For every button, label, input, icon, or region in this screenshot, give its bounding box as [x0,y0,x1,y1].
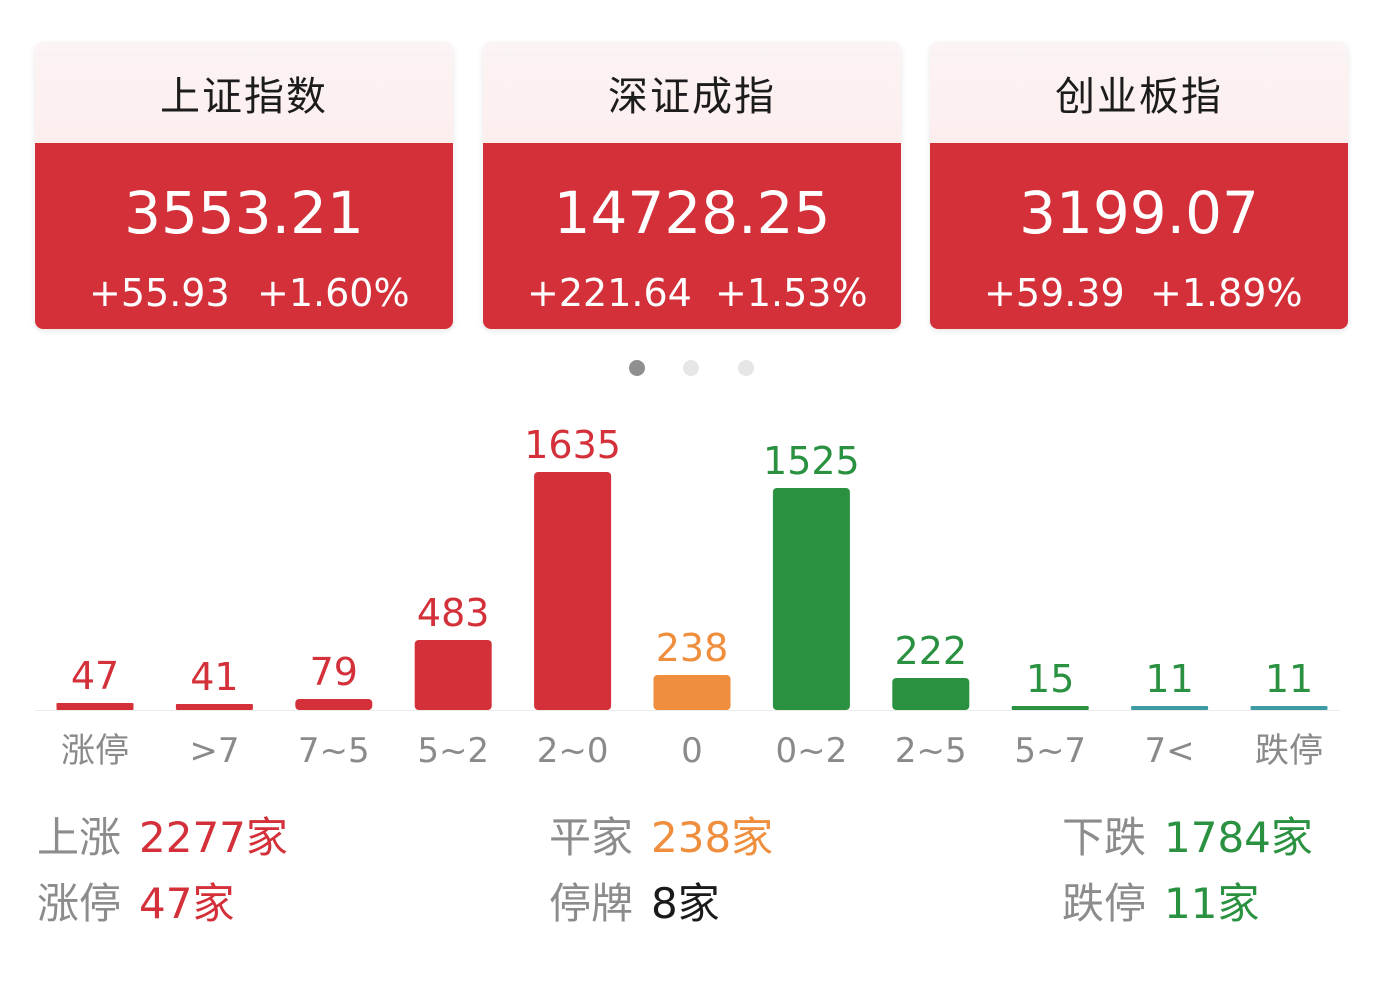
index-quote: 14728.25 +221.64 +1.53% [483,143,901,329]
bar-0 [56,703,134,710]
bar-5 [653,675,731,710]
bar-1 [175,704,253,710]
bar-9 [1131,706,1209,710]
stat-label: 上涨 [37,813,122,862]
market-breadth-stats: 上涨 2277家 涨停 47家 平家 238家 停牌 8家 下跌 1784家 跌停 11家 [0,800,1394,950]
stat-label: 平家 [549,813,634,862]
bar-value-label: 1525 [763,439,860,483]
category-label: >7 [189,731,239,771]
index-change: +59.39 [984,271,1125,315]
bar-value-label: 483 [417,591,490,635]
pager-dot-2[interactable] [683,360,699,376]
category-label: 涨停 [61,731,129,771]
category-label: 7~5 [298,731,370,771]
stat-suspended: 停牌 8家 [549,880,720,928]
index-quote: 3199.07 +59.39 +1.89% [930,143,1348,329]
bar-value-label: 222 [895,629,968,673]
category-label: 2~0 [537,731,609,771]
index-value: 3553.21 [124,179,364,247]
index-name: 深证成指 [483,42,901,143]
stat-label: 下跌 [1062,813,1147,862]
bar-10 [1250,706,1328,710]
index-change-pct: +1.53% [715,271,868,315]
change-distribution-chart: 47 涨停 41 >7 79 7~5 483 5~2 1635 2~0 238 0 1525 0~2 222… [35,423,1340,771]
stat-label: 跌停 [1062,879,1147,928]
stat-label: 停牌 [549,879,634,928]
category-label: 5~2 [417,731,489,771]
stat-fall: 下跌 1784家 [1062,814,1313,862]
bar-value-label: 1635 [524,423,621,467]
bar-7 [892,678,970,710]
bar-value-label: 11 [1145,657,1193,701]
index-change: +221.64 [527,271,692,315]
pager-dot-3[interactable] [738,360,754,376]
bar-value-label: 41 [190,655,238,699]
bar-6 [772,488,850,710]
category-label: 0 [681,731,703,771]
bar-8 [1011,706,1089,710]
stat-value: 1784家 [1164,813,1313,862]
index-change-pct: +1.60% [257,271,410,315]
stat-rise: 上涨 2277家 [37,814,288,862]
category-label: 7< [1145,731,1195,771]
stat-value: 8家 [651,879,720,928]
bar-value-label: 15 [1026,657,1074,701]
stat-value: 238家 [651,813,774,862]
index-card-sz[interactable]: 深证成指 14728.25 +221.64 +1.53% [483,42,901,329]
category-label: 5~7 [1014,731,1086,771]
stat-label: 涨停 [37,879,122,928]
category-label: 2~5 [895,731,967,771]
bar-2 [295,699,373,710]
pager-dot-1[interactable] [629,360,645,376]
index-value: 14728.25 [553,179,831,247]
index-card-cyb[interactable]: 创业板指 3199.07 +59.39 +1.89% [930,42,1348,329]
bar-3 [414,640,492,710]
index-cards: 上证指数 3553.21 +55.93 +1.60% 深证成指 14728.25… [0,0,1394,340]
stat-value: 2277家 [139,813,288,862]
index-change: +55.93 [89,271,230,315]
index-card-sh[interactable]: 上证指数 3553.21 +55.93 +1.60% [35,42,453,329]
bar-value-label: 11 [1265,657,1313,701]
index-quote: 3553.21 +55.93 +1.60% [35,143,453,329]
bar-value-label: 47 [71,654,119,698]
category-label: 跌停 [1255,731,1323,771]
carousel-pager [0,360,1394,376]
bar-value-label: 238 [656,626,729,670]
stat-limit-up: 涨停 47家 [37,880,234,928]
stat-limit-down: 跌停 11家 [1062,880,1259,928]
index-name: 上证指数 [35,42,453,143]
stat-flat: 平家 238家 [549,814,773,862]
index-name: 创业板指 [930,42,1348,143]
bar-4 [534,472,612,710]
category-label: 0~2 [776,731,848,771]
stat-value: 11家 [1164,879,1260,928]
index-value: 3199.07 [1019,179,1259,247]
index-change-pct: +1.89% [1150,271,1303,315]
stat-value: 47家 [139,879,235,928]
bar-value-label: 79 [310,650,358,694]
